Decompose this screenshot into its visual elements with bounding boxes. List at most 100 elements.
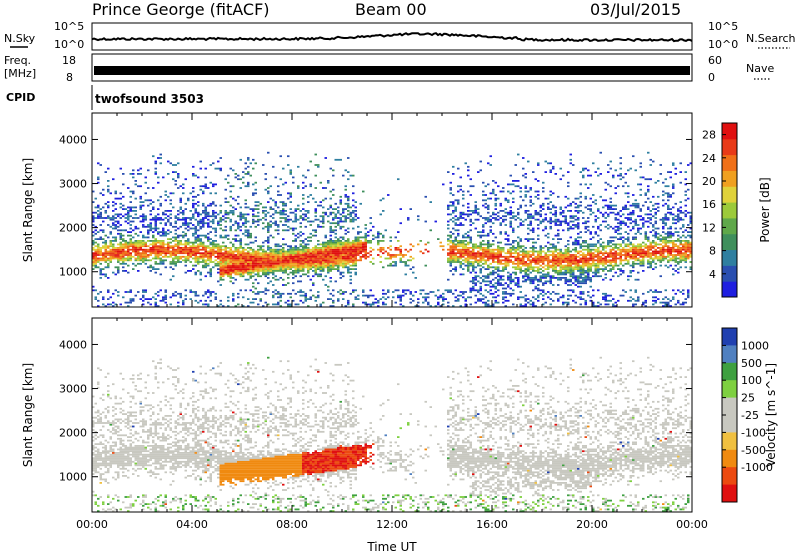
power-cell: [262, 254, 265, 256]
power-cell: [222, 218, 225, 221]
power-cell: [207, 213, 210, 216]
power-cell: [502, 247, 505, 249]
power-cell: [532, 296, 535, 299]
power-cell: [502, 284, 505, 286]
power-cell: [459, 217, 462, 219]
power-cell: [189, 210, 192, 212]
power-cell: [229, 210, 232, 212]
power-cell: [259, 252, 262, 255]
power-cell: [167, 215, 170, 218]
power-cell: [337, 268, 340, 270]
power-cell: [574, 264, 577, 267]
power-cell: [597, 234, 600, 237]
power-cell: [129, 248, 132, 251]
power-cell: [102, 257, 105, 260]
power-cell: [229, 270, 232, 272]
power-cell: [549, 259, 552, 262]
power-cell: [254, 287, 257, 290]
power-cell: [504, 261, 507, 263]
power-cell: [207, 250, 210, 253]
power-cell: [289, 255, 292, 258]
power-cell: [97, 250, 100, 253]
power-cell: [482, 266, 485, 269]
power-cell: [147, 240, 150, 242]
power-cell: [99, 164, 102, 166]
power-cell: [149, 243, 152, 246]
power-cell: [247, 181, 250, 184]
power-cell: [204, 254, 207, 256]
power-cell: [112, 255, 115, 258]
power-cell: [514, 259, 517, 262]
power-cell: [324, 262, 327, 265]
power-cell: [114, 238, 117, 240]
power-cell: [587, 174, 590, 177]
power-cell: [527, 255, 530, 258]
power-cell: [252, 241, 255, 244]
power-cell: [317, 291, 320, 293]
power-cell: [327, 257, 330, 260]
power-cell: [267, 222, 270, 225]
power-cell: [172, 206, 175, 209]
power-cell: [507, 183, 510, 186]
power-cell: [142, 250, 145, 253]
power-cell: [317, 264, 320, 267]
power-cell: [509, 250, 512, 253]
power-cell: [172, 292, 175, 295]
power-cell: [287, 299, 290, 302]
power-cell: [304, 255, 307, 258]
power-cell: [509, 255, 512, 258]
power-cell: [219, 299, 222, 302]
power-cell: [337, 220, 340, 223]
power-cell: [512, 197, 515, 200]
power-cell: [257, 303, 260, 306]
power-cell: [202, 204, 205, 207]
power-cell: [177, 248, 180, 251]
power-cell: [267, 192, 270, 195]
power-cell: [497, 185, 500, 188]
power-cell: [214, 262, 217, 265]
power-cell: [359, 247, 362, 249]
power-cell: [104, 305, 107, 307]
power-cell: [167, 248, 170, 251]
power-cell: [197, 194, 200, 196]
power-cell: [207, 271, 210, 274]
power-cell: [139, 231, 142, 233]
power-cell: [314, 273, 317, 276]
power-cell: [162, 218, 165, 221]
power-cell: [487, 206, 490, 209]
power-cell: [457, 201, 460, 203]
power-cell: [379, 240, 382, 242]
power-cell: [262, 245, 265, 248]
power-cell: [469, 264, 472, 267]
power-cell: [279, 248, 282, 251]
power-cell: [587, 229, 590, 232]
power-cell: [322, 257, 325, 260]
power-cell: [172, 164, 175, 166]
power-cell: [159, 257, 162, 260]
power-cell: [292, 270, 295, 272]
power-cell: [164, 254, 167, 256]
power-cell: [542, 255, 545, 258]
power-cell: [447, 301, 450, 304]
power-cell: [92, 217, 95, 219]
power-cell: [517, 261, 520, 263]
power-cell: [499, 259, 502, 262]
power-cell: [312, 294, 315, 297]
power-cell: [532, 303, 535, 306]
power-cell: [524, 210, 527, 212]
power-cell: [219, 252, 222, 255]
power-cell: [334, 240, 337, 242]
power-cell: [117, 266, 120, 269]
power-cell: [224, 220, 227, 223]
power-cell: [214, 245, 217, 248]
power-cell: [554, 222, 557, 225]
power-cell: [382, 247, 385, 249]
power-cell: [227, 238, 230, 240]
power-cell: [579, 298, 582, 300]
power-cell: [127, 305, 130, 307]
power-cell: [449, 257, 452, 260]
power-cell: [209, 294, 212, 297]
power-cell: [447, 224, 450, 226]
power-cell: [357, 225, 360, 228]
power-cell: [237, 271, 240, 274]
